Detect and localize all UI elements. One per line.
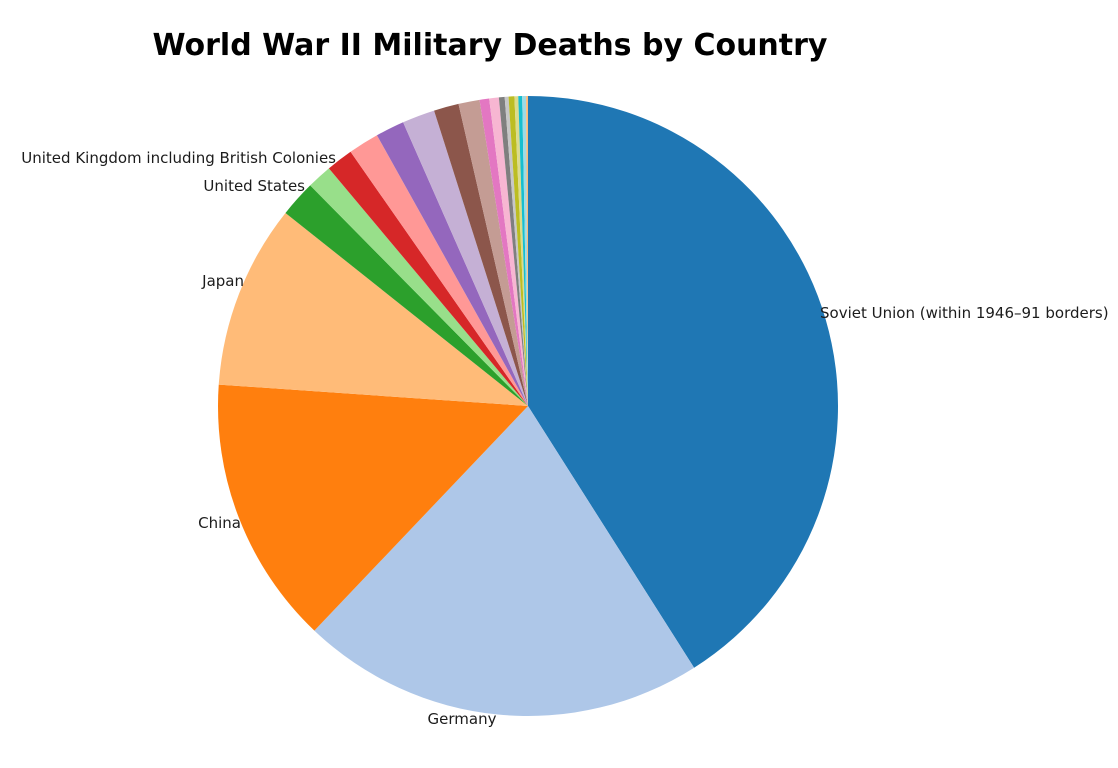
pie-slice-4 <box>285 185 528 406</box>
pie-slice-1 <box>314 406 695 717</box>
slice-label-china: China <box>198 514 241 532</box>
pie-slice-11 <box>458 99 528 406</box>
pie-slice-17 <box>514 96 528 407</box>
pie-slice-14 <box>498 96 528 406</box>
pie-slice-0 <box>528 95 839 668</box>
pie-slice-7 <box>350 135 528 407</box>
pie-slice-12 <box>479 98 528 406</box>
pie-slice-13 <box>489 97 528 406</box>
pie-slice-3 <box>218 212 529 406</box>
slice-label-united-kingdom: United Kingdom including British Colonie… <box>21 149 336 167</box>
pie-slice-2 <box>217 384 528 631</box>
pie-slice-8 <box>376 122 528 406</box>
pie-slice-16 <box>508 96 528 407</box>
pie-slice-20 <box>526 96 528 406</box>
pie-slice-19 <box>522 96 528 406</box>
slice-label-united-states: United States <box>203 177 305 195</box>
pie-slice-18 <box>518 96 528 406</box>
chart-title: World War II Military Deaths by Country <box>152 28 828 63</box>
pie-slice-5 <box>310 168 528 406</box>
slice-label-germany: Germany <box>427 710 497 728</box>
pie-slice-9 <box>403 110 528 406</box>
slice-label-japan: Japan <box>202 272 244 290</box>
slice-label-soviet-union: Soviet Union (within 1946–91 borders) <box>820 304 1109 322</box>
pie-slice-10 <box>434 103 528 407</box>
pie-slice-15 <box>504 96 528 407</box>
pie-slice-6 <box>328 151 528 406</box>
